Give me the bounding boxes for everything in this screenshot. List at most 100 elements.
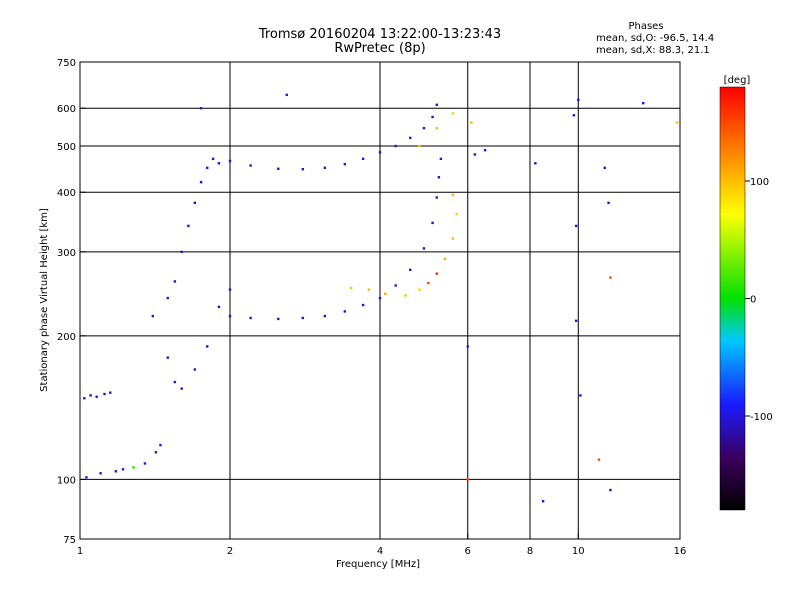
echo-point [378,151,382,154]
echo-point [85,476,88,479]
echo-point [343,310,347,313]
echo-point [609,276,612,279]
echo-point [109,391,112,394]
echo-point [323,314,327,318]
echo-point [597,458,601,461]
data-points [83,93,679,503]
colorbar-tick-label: 0 [750,295,756,306]
echo-point [180,387,183,390]
echo-point [572,114,576,117]
echo-point [228,314,232,318]
echo-point [228,159,232,163]
phases-o-line: mean, sd,O: -96.5, 14.4 [596,33,714,44]
echo-point [418,144,421,148]
echo-point [534,162,537,165]
echo-point [443,257,447,261]
echo-point [211,157,215,161]
echo-point [159,443,162,447]
echo-point [574,224,578,228]
echo-point [193,201,197,205]
echo-point [409,268,412,272]
echo-point [404,294,407,297]
echo-point [483,148,487,152]
echo-point [437,176,441,179]
echo-point [173,380,177,384]
echo-point [422,247,426,250]
echo-point [439,157,443,161]
x-axis-ticks: 1 2 4 6 8 10 16 [77,533,687,557]
echo-point [193,368,197,371]
echo-point [187,224,190,228]
y-tick-label: 600 [57,104,76,115]
echo-point [470,121,473,124]
echo-point [285,93,288,97]
x-tick-label: 10 [572,546,585,557]
echo-point [166,356,169,359]
echo-point [199,180,203,184]
colorbar-ticks: 100 0 -100 [745,177,773,423]
echo-point [435,103,438,107]
echo-point [217,305,221,309]
echo-point [676,121,679,124]
echo-point [642,101,645,105]
echo-point [394,284,397,287]
echo-point [541,500,545,503]
y-tick-label: 400 [57,188,76,199]
colorbar: [deg] 100 0 -100 [719,75,773,511]
x-tick-label: 4 [377,546,383,557]
echo-point [228,288,232,291]
chart-title: Tromsø 20160204 13:22:00-13:23:43 [258,27,501,42]
y-tick-label: 750 [57,58,76,69]
x-tick-label: 6 [465,546,471,557]
echo-point [431,221,434,225]
echo-point [427,281,430,285]
echo-point [609,488,612,492]
echo-point [151,314,155,318]
echo-point [451,237,455,240]
phases-x-line: mean, sd,X: 88.3, 21.1 [596,45,710,56]
echo-point [367,288,371,291]
echo-point [205,166,209,170]
echo-point [451,112,455,115]
x-tick-label: 2 [227,546,233,557]
echo-point [607,201,610,205]
echo-point [361,157,365,161]
echo-point [154,451,158,454]
echo-point [435,126,438,130]
colorbar-gradient [719,86,746,511]
echo-point [95,395,98,398]
colorbar-unit-label: [deg] [724,75,751,86]
y-axis-ticks: 75 100 200 300 400 500 600 750 [57,58,86,546]
echo-point [205,345,209,348]
echo-point [323,166,327,170]
echo-point [473,153,477,156]
echo-point [409,136,412,140]
echo-point [143,462,147,465]
echo-point [361,303,365,307]
echo-point [301,316,305,320]
echo-point [103,392,106,396]
echo-point [431,115,434,119]
echo-point [574,319,578,323]
echo-point [301,168,305,171]
echo-point [422,126,426,130]
echo-point [435,272,438,275]
echo-point [466,478,469,481]
y-tick-label: 200 [57,332,76,343]
echo-point [277,167,280,170]
echo-point [89,394,92,397]
echo-point [451,193,455,197]
echo-point [455,212,458,216]
y-tick-label: 75 [63,535,76,546]
echo-point [249,316,252,320]
echo-point [173,280,177,283]
echo-point [579,394,582,397]
echo-point [343,162,347,166]
echo-point [349,286,353,290]
y-tick-label: 500 [57,142,76,153]
echo-point [435,196,438,199]
echo-point [83,396,86,400]
echo-point [249,164,252,167]
x-tick-label: 16 [674,546,687,557]
